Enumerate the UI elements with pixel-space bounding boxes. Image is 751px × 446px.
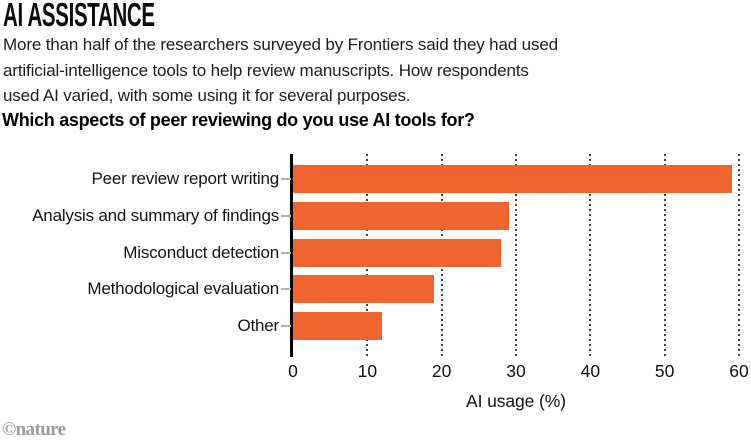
credit: ©nature xyxy=(2,419,66,440)
x-axis-title: AI usage (%) xyxy=(466,391,566,411)
gridline-40 xyxy=(589,154,592,357)
x-tick-label-0: 0 xyxy=(288,361,298,381)
chart-question: Which aspects of peer reviewing do you u… xyxy=(2,110,475,130)
x-tick-label-10: 10 xyxy=(357,361,378,381)
category-label-1: Analysis and summary of findings xyxy=(32,205,279,225)
gridline-60 xyxy=(738,154,740,357)
y-tick-3 xyxy=(281,288,291,291)
bar-1 xyxy=(293,201,509,230)
plot-area xyxy=(290,154,740,357)
y-axis-spine xyxy=(290,154,293,357)
category-label-4: Other xyxy=(237,316,279,335)
subtitle: More than half of the researchers survey… xyxy=(3,32,558,109)
x-tick-label-30: 30 xyxy=(506,361,526,381)
gridline-30 xyxy=(515,154,517,357)
y-tick-0 xyxy=(281,178,291,180)
category-label-2: Misconduct detection xyxy=(123,242,279,262)
bar-3 xyxy=(293,275,435,304)
subtitle-line-1: More than half of the researchers survey… xyxy=(3,35,558,54)
y-tick-4 xyxy=(281,325,291,327)
x-tick-label-40: 40 xyxy=(580,361,601,381)
y-axis-labels: Peer review report writing Analysis and s… xyxy=(0,154,279,357)
y-tick-1 xyxy=(281,214,291,217)
subtitle-line-2: artificial-intelligence tools to help re… xyxy=(3,60,529,80)
x-tick-label-60: 60 xyxy=(729,361,749,381)
gridline-50 xyxy=(663,154,666,357)
bar-4 xyxy=(293,312,383,340)
category-label-3: Methodological evaluation xyxy=(87,279,279,299)
x-tick-label-20: 20 xyxy=(431,361,452,381)
bar-2 xyxy=(293,238,502,267)
y-tick-2 xyxy=(281,251,291,254)
bar-0 xyxy=(293,165,732,193)
category-label-0: Peer review report writing xyxy=(91,169,279,188)
subtitle-line-3: used AI varied, with some using it for s… xyxy=(3,86,411,105)
x-tick-label-50: 50 xyxy=(654,361,675,381)
page-title: AI ASSISTANCE xyxy=(3,0,155,33)
